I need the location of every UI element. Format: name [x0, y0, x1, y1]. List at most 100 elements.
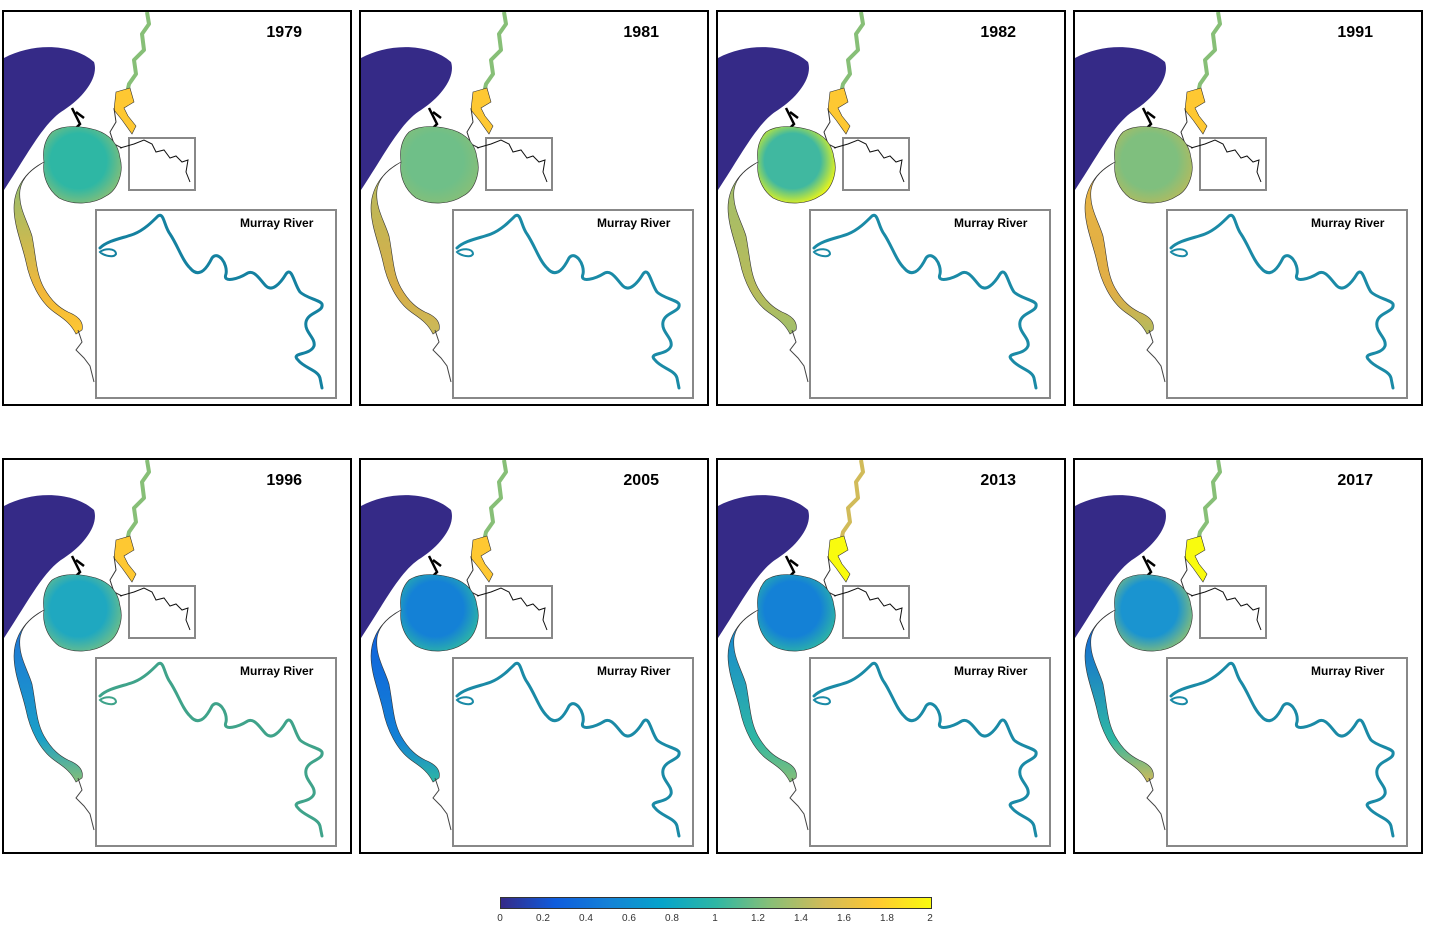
upper-lake — [470, 535, 494, 583]
map-svg — [361, 460, 694, 847]
upper-channel — [124, 460, 151, 547]
barrage-channel — [466, 107, 480, 149]
lake-alexandrina — [400, 574, 479, 652]
lake-alexandrina — [400, 126, 479, 204]
murray-river-loop — [455, 696, 475, 706]
map-svg — [1075, 460, 1408, 847]
upper-channel — [1195, 460, 1222, 547]
murray-river-inset-box — [452, 657, 694, 847]
lagoon-outlet — [1146, 777, 1166, 831]
inset-river-label: Murray River — [597, 216, 671, 230]
colorbar-tick-label: 1.4 — [794, 913, 808, 924]
sea-area — [4, 495, 95, 638]
murray-river-inset-box — [95, 657, 337, 847]
upper-channel — [481, 12, 508, 99]
lake-alexandrina — [757, 126, 836, 204]
lake-alexandrina — [43, 126, 122, 204]
map-svg — [718, 460, 1051, 847]
lagoon-outlet — [789, 777, 809, 831]
murray-river-path — [455, 661, 681, 838]
map-panel-1979: 1979 Murray River — [2, 10, 352, 406]
sea-area — [1075, 47, 1166, 190]
murray-river-loop — [98, 248, 118, 258]
coorong-lagoon — [1084, 609, 1154, 783]
sea-area — [1075, 495, 1166, 638]
map-panel-2017: 2017 Murray River — [1073, 458, 1423, 854]
coorong-lagoon — [370, 161, 440, 335]
murray-river-path — [812, 661, 1038, 838]
lagoon-outlet — [789, 329, 809, 383]
colorbar-tick-label: 1.2 — [751, 913, 765, 924]
upper-lake — [1184, 535, 1208, 583]
sea-area — [718, 495, 809, 638]
colorbar-tick-label: 1.6 — [837, 913, 851, 924]
sea-area — [4, 47, 95, 190]
map-panel-1996: 1996 Murray River — [2, 458, 352, 854]
upper-lake — [113, 87, 137, 135]
lake-alexandrina — [43, 574, 122, 652]
murray-river-inset-box — [1166, 657, 1408, 847]
upper-lake — [470, 87, 494, 135]
coorong-lagoon — [13, 609, 83, 783]
sea-area — [361, 495, 452, 638]
murray-river-path — [98, 213, 324, 390]
barrage-channel — [823, 555, 837, 597]
lagoon-outlet — [1146, 329, 1166, 383]
barrage-channel — [109, 107, 123, 149]
map-svg — [361, 12, 694, 399]
small-inset-river — [476, 139, 548, 183]
murray-river-loop — [455, 248, 475, 258]
colorbar-tick-label: 0 — [497, 913, 503, 924]
colorbar-tick-label: 0.4 — [579, 913, 593, 924]
murray-river-path — [455, 213, 681, 390]
small-inset-river — [1190, 139, 1262, 183]
murray-river-loop — [1169, 248, 1189, 258]
sea-area — [718, 47, 809, 190]
panel-year-label: 1982 — [980, 24, 1016, 41]
small-inset-box — [128, 137, 196, 191]
lagoon-outlet — [432, 777, 452, 831]
inset-river-label: Murray River — [954, 216, 1028, 230]
map-panel-1981: 1981 Murray River — [359, 10, 709, 406]
colorbar-tick-label: 0.6 — [622, 913, 636, 924]
colorbar-tick-label: 1.8 — [880, 913, 894, 924]
map-panel-2013: 2013 Murray River — [716, 458, 1066, 854]
map-panel-2005: 2005 Murray River — [359, 458, 709, 854]
colorbar-tick-label: 2 — [927, 913, 933, 924]
barrage-channel — [1180, 555, 1194, 597]
small-inset-river — [119, 139, 191, 183]
murray-river-loop — [1169, 696, 1189, 706]
sea-area — [361, 47, 452, 190]
small-inset-box — [485, 585, 553, 639]
barrage-channel — [109, 555, 123, 597]
barrage-channel — [1180, 107, 1194, 149]
panel-year-label: 2017 — [1337, 472, 1373, 489]
map-svg — [4, 460, 337, 847]
coorong-lagoon — [370, 609, 440, 783]
colorbar — [500, 897, 932, 909]
small-inset-river — [833, 587, 905, 631]
small-inset-river — [476, 587, 548, 631]
inset-river-label: Murray River — [1311, 216, 1385, 230]
murray-river-inset-box — [95, 209, 337, 399]
murray-river-path — [1169, 213, 1395, 390]
coorong-lagoon — [1084, 161, 1154, 335]
panel-year-label: 1981 — [623, 24, 659, 41]
inset-river-label: Murray River — [1311, 664, 1385, 678]
murray-river-loop — [812, 248, 832, 258]
map-panel-1982: 1982 Murray River — [716, 10, 1066, 406]
panel-year-label: 1991 — [1337, 24, 1373, 41]
murray-river-path — [98, 661, 324, 838]
barrage-channel — [823, 107, 837, 149]
upper-lake — [827, 535, 851, 583]
upper-channel — [481, 460, 508, 547]
lake-alexandrina — [1114, 126, 1193, 204]
murray-river-inset-box — [452, 209, 694, 399]
murray-river-inset-box — [809, 657, 1051, 847]
upper-lake — [827, 87, 851, 135]
inset-river-label: Murray River — [240, 664, 314, 678]
lagoon-outlet — [432, 329, 452, 383]
small-inset-river — [1190, 587, 1262, 631]
upper-lake — [1184, 87, 1208, 135]
colorbar-tick-label: 0.8 — [665, 913, 679, 924]
